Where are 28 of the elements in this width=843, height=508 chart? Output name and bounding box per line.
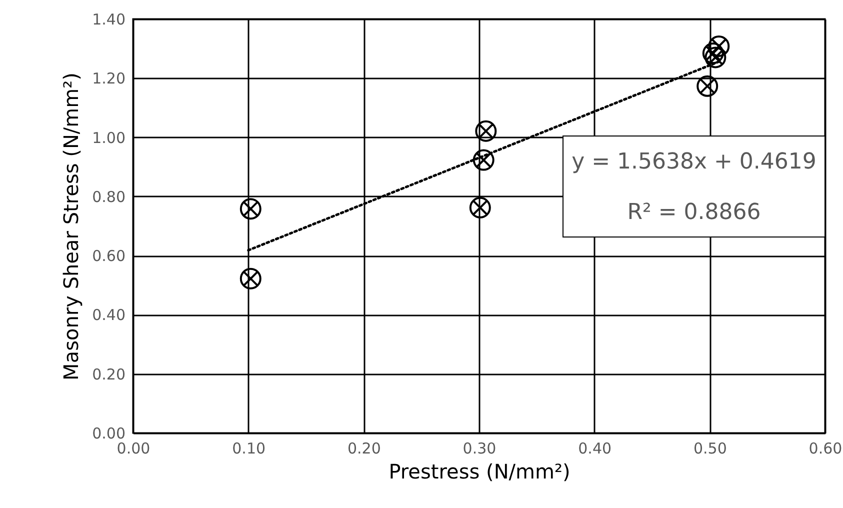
point bbox=[704, 46, 726, 68]
y-axis-title: Masonry Shear Stress (N/mm²) bbox=[59, 72, 84, 380]
point bbox=[708, 35, 730, 57]
y-tick-label: 0.00 bbox=[92, 424, 126, 442]
y-tick-label: 0.40 bbox=[92, 306, 126, 324]
y-tick-label: 0.60 bbox=[92, 247, 126, 266]
x-tick-label: 0.20 bbox=[347, 440, 381, 458]
y-tick-label: 0.80 bbox=[92, 188, 126, 206]
point bbox=[240, 198, 262, 220]
point bbox=[702, 42, 724, 64]
x-tick-label: 0.10 bbox=[232, 440, 266, 458]
x-tick-label: 0.30 bbox=[462, 440, 496, 458]
point bbox=[469, 196, 491, 218]
y-tick-label: 1.00 bbox=[92, 128, 126, 147]
x-axis-title: Prestress (N/mm²) bbox=[388, 460, 570, 484]
annotation: y = 1.5638x + 0.4619 bbox=[572, 149, 816, 174]
x-tick-label: 0.40 bbox=[578, 440, 612, 458]
y-tick-label: 1.20 bbox=[92, 70, 126, 88]
x-tick-label: 0.60 bbox=[808, 440, 842, 458]
point bbox=[472, 149, 494, 171]
y-tick-label: 1.40 bbox=[92, 10, 126, 28]
annotation: R² = 0.8866 bbox=[627, 200, 761, 225]
x-tick-label: 0.50 bbox=[693, 440, 727, 458]
x-tick-label: 0.00 bbox=[116, 440, 150, 458]
point bbox=[696, 75, 718, 97]
point bbox=[475, 120, 497, 142]
point bbox=[240, 268, 262, 290]
y-tick-label: 0.20 bbox=[92, 365, 126, 384]
